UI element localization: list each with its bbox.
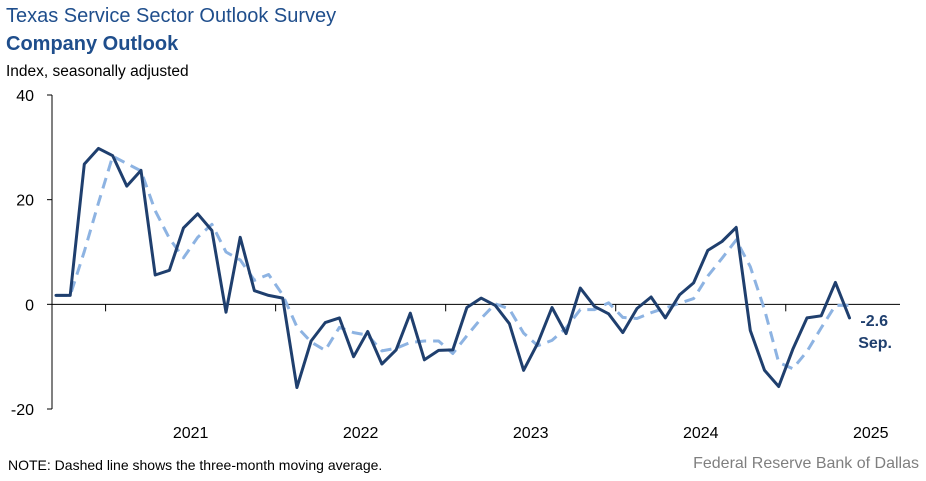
moving-average-line xyxy=(56,154,850,371)
y-axis-units-label: Index, seasonally adjusted xyxy=(6,63,189,80)
last-value-label: -2.6 xyxy=(860,313,888,330)
y-tick-label: -20 xyxy=(11,402,34,419)
company-outlook-line xyxy=(54,146,851,389)
x-tick-label: 2023 xyxy=(513,425,549,442)
chart-title: Texas Service Sector Outlook Survey xyxy=(6,5,337,27)
footnote: NOTE: Dashed line shows the three-month … xyxy=(8,457,383,473)
x-tick-label: 2022 xyxy=(343,425,379,442)
y-tick-label: 40 xyxy=(16,88,34,105)
x-tick-label: 2024 xyxy=(683,425,719,442)
chart-subtitle: Company Outlook xyxy=(6,33,179,55)
y-tick-label: 20 xyxy=(16,193,34,210)
source-label: Federal Reserve Bank of Dallas xyxy=(693,455,919,472)
x-tick-label: 2025 xyxy=(853,425,889,442)
x-tick-label: 2021 xyxy=(173,425,209,442)
y-tick-label: 0 xyxy=(25,297,34,314)
last-month-label: Sep. xyxy=(858,335,892,352)
